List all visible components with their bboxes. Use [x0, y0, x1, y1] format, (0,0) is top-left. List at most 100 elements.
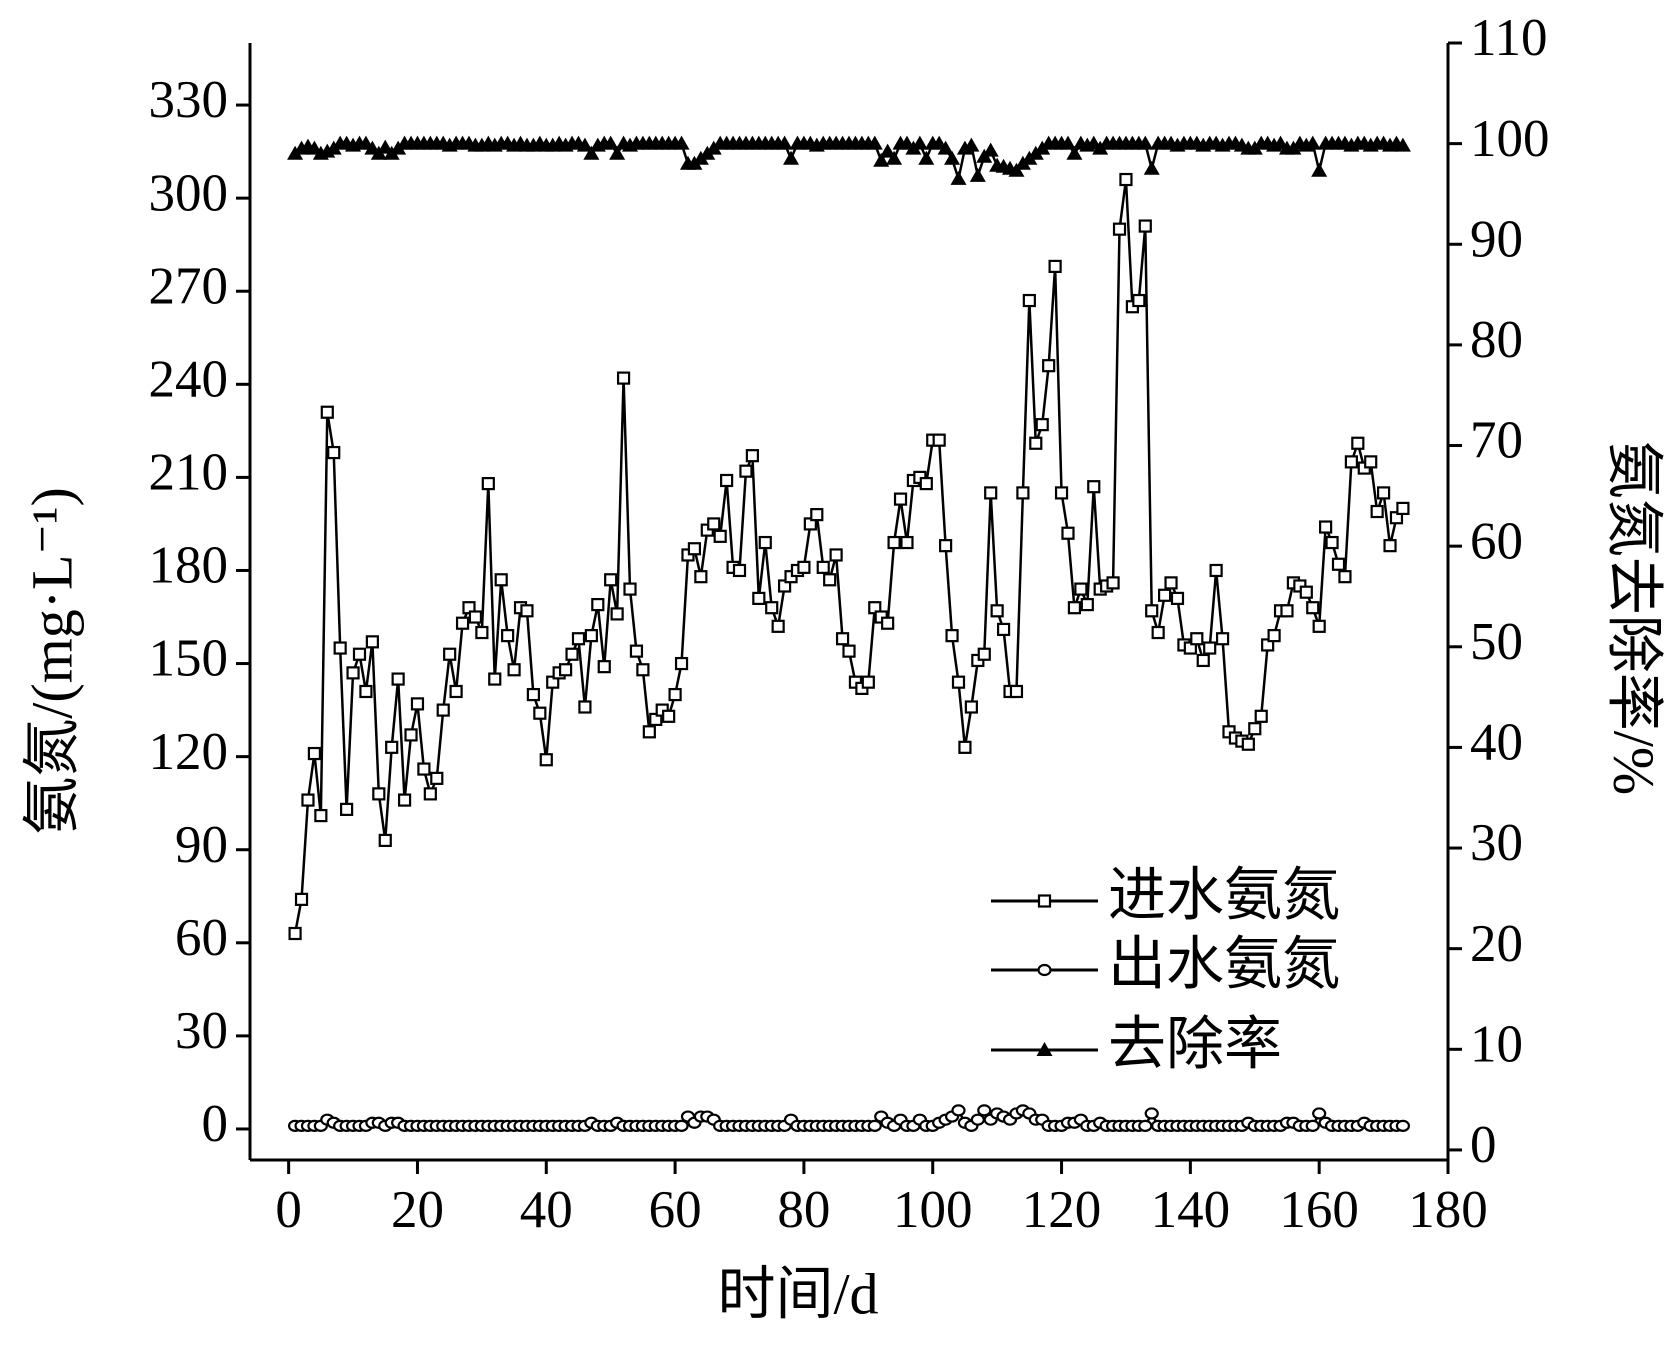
y-tick-label: 30 — [175, 1002, 228, 1060]
marker — [887, 535, 901, 550]
marker — [584, 629, 598, 643]
marker — [1164, 576, 1178, 590]
y-tick-label: 210 — [149, 444, 229, 502]
marker — [307, 746, 322, 761]
marker — [900, 535, 914, 550]
marker — [783, 150, 800, 165]
y-tick-label: 240 — [149, 350, 229, 408]
marker — [1008, 162, 1025, 177]
marker — [397, 793, 412, 807]
marker — [713, 529, 727, 543]
marker — [1009, 684, 1024, 699]
marker — [346, 666, 360, 680]
marker — [752, 591, 766, 605]
marker — [417, 762, 431, 776]
x-tick-label: 140 — [1151, 1181, 1231, 1239]
marker — [1119, 172, 1133, 187]
y-tick-label: 150 — [149, 630, 229, 688]
y2-tick-label: 40 — [1470, 714, 1523, 772]
marker — [673, 135, 690, 150]
marker — [372, 787, 386, 801]
marker — [1087, 480, 1101, 494]
series-line — [293, 179, 1404, 934]
y-axis-title: 氨氮/(mg·L⁻¹) — [19, 487, 84, 835]
marker — [455, 616, 470, 630]
marker — [823, 573, 837, 587]
marker — [1254, 709, 1268, 723]
y-tick-label: 300 — [149, 164, 229, 222]
marker — [1370, 504, 1384, 519]
y2-tick-label: 110 — [1470, 9, 1548, 67]
marker — [881, 616, 895, 630]
legend-label: 进水氨氮 — [1108, 862, 1340, 927]
marker — [668, 687, 682, 702]
marker — [436, 703, 450, 717]
marker — [468, 610, 483, 624]
marker — [765, 601, 779, 615]
marker — [1145, 604, 1159, 618]
marker — [969, 167, 986, 182]
marker — [797, 560, 811, 574]
marker — [576, 137, 593, 152]
marker — [1396, 501, 1410, 516]
x-tick-label: 80 — [777, 1181, 830, 1239]
y2-tick-label: 60 — [1470, 512, 1523, 570]
marker — [1059, 135, 1076, 150]
marker — [1022, 293, 1036, 308]
marker — [501, 629, 515, 643]
marker — [610, 607, 624, 621]
x-tick-label: 40 — [520, 1181, 573, 1239]
marker — [488, 672, 502, 686]
marker — [352, 647, 367, 661]
marker — [758, 535, 772, 550]
y2-tick-label: 100 — [1470, 110, 1550, 168]
marker — [835, 632, 850, 646]
marker — [810, 508, 824, 522]
marker — [937, 140, 954, 155]
marker — [687, 542, 702, 556]
marker — [1203, 641, 1217, 655]
marker — [1312, 619, 1326, 633]
marker — [1158, 588, 1172, 602]
marker — [1037, 894, 1052, 908]
marker — [984, 486, 998, 500]
marker — [591, 598, 605, 612]
marker — [1138, 1119, 1153, 1132]
marker — [996, 622, 1011, 637]
marker — [1304, 135, 1321, 150]
marker — [1376, 486, 1391, 500]
marker — [842, 644, 856, 658]
marker — [1042, 359, 1056, 373]
marker — [1074, 582, 1088, 596]
marker — [1048, 259, 1062, 273]
marker — [404, 728, 418, 742]
marker — [951, 1104, 966, 1117]
marker — [944, 150, 961, 165]
marker — [739, 464, 753, 478]
y2-tick-label: 20 — [1470, 915, 1523, 973]
marker — [1338, 570, 1352, 584]
marker — [1144, 1107, 1159, 1120]
marker — [964, 700, 978, 714]
marker — [410, 697, 425, 711]
marker — [1364, 455, 1378, 469]
marker — [861, 675, 875, 689]
y-tick-label: 180 — [149, 537, 229, 595]
marker — [771, 619, 785, 633]
marker — [1036, 1042, 1053, 1056]
marker — [911, 135, 928, 150]
marker — [314, 808, 328, 823]
marker — [707, 517, 721, 531]
y-tick-label: 90 — [175, 816, 228, 874]
marker — [571, 632, 586, 646]
marker — [533, 706, 547, 720]
marker — [1037, 963, 1052, 977]
legend-label: 去除率 — [1108, 1011, 1282, 1076]
x-tick-label: 60 — [649, 1181, 702, 1239]
marker — [867, 1119, 882, 1132]
marker — [294, 892, 309, 906]
marker — [327, 445, 341, 460]
marker — [1138, 219, 1152, 233]
marker — [1196, 653, 1210, 668]
